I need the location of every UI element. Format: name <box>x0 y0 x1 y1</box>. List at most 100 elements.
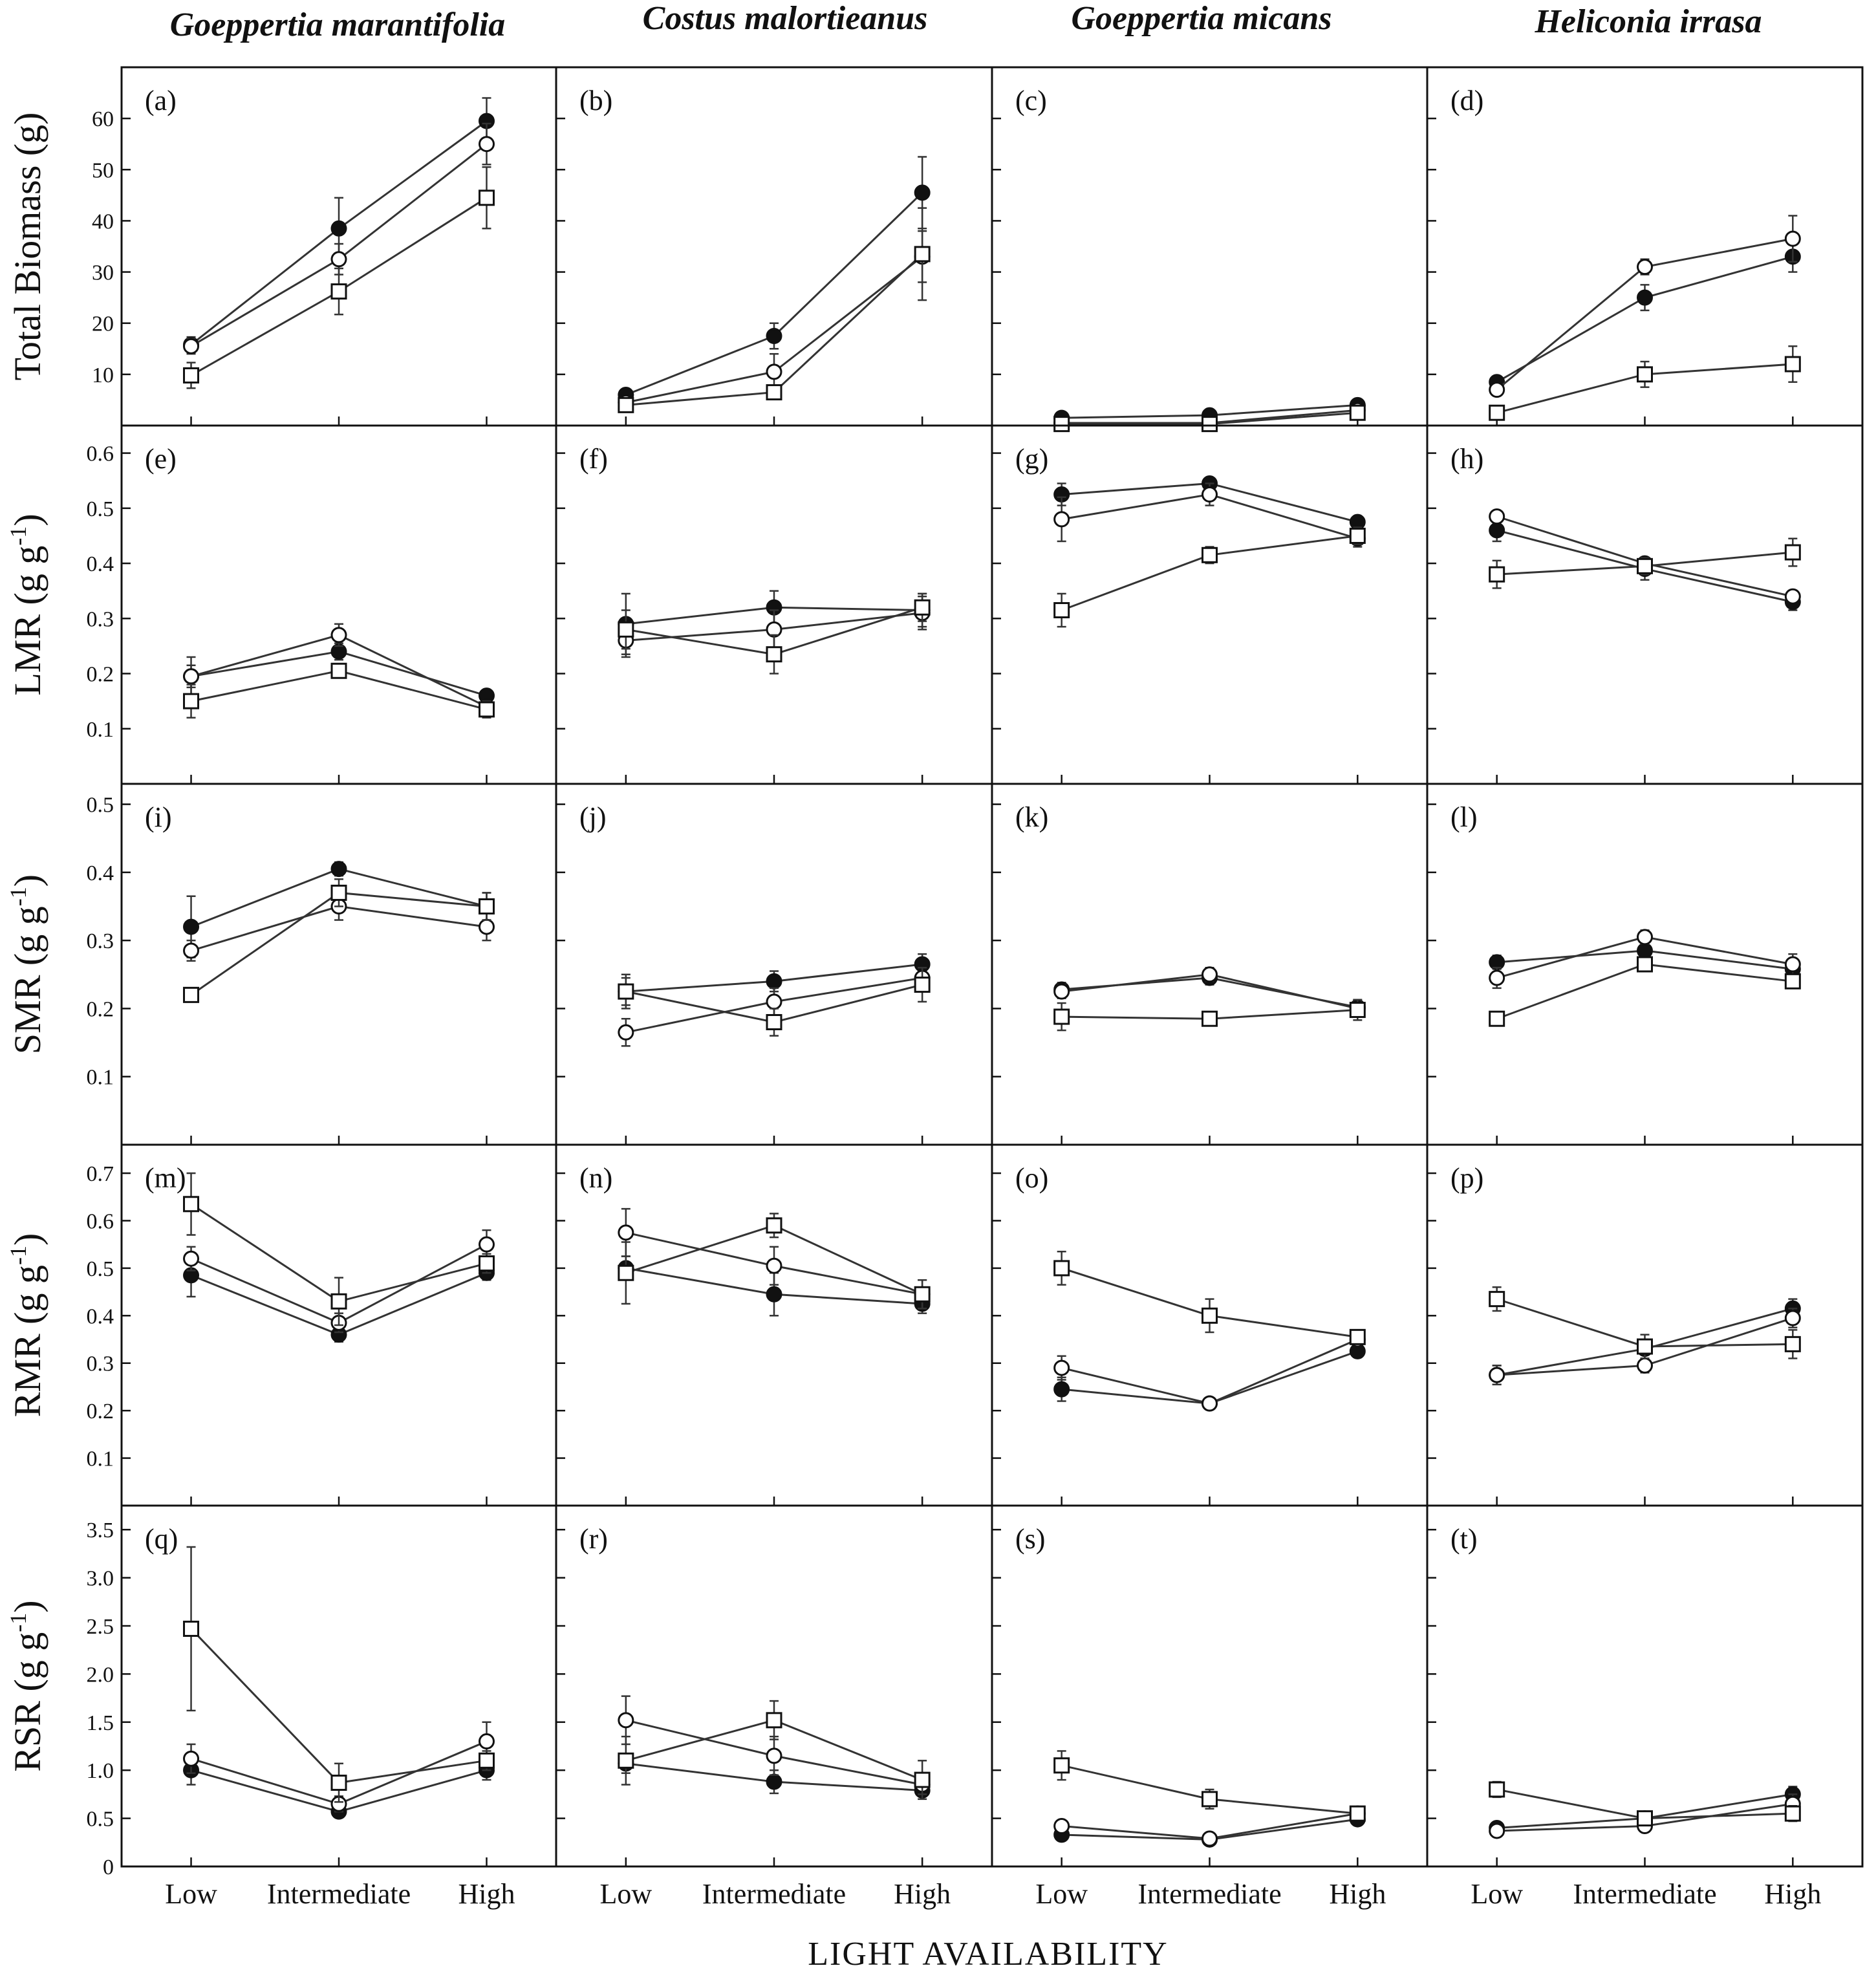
data-point <box>1489 1367 1505 1383</box>
data-point <box>766 1773 782 1790</box>
y-tick-label: 20 <box>92 312 114 336</box>
y-tick-label: 50 <box>92 158 114 182</box>
x-tick-label: Intermediate <box>267 1878 411 1910</box>
y-tick-label: 0.2 <box>87 663 114 687</box>
y-tick-label: 0.5 <box>87 794 114 817</box>
data-point <box>1202 486 1218 503</box>
panel: (l) <box>1426 783 1864 1146</box>
y-tick-label: 30 <box>92 261 114 285</box>
x-tick-label: Intermediate <box>1573 1878 1716 1910</box>
x-tick-label: Low <box>1471 1878 1523 1910</box>
data-point <box>1489 508 1505 525</box>
y-tick-label: 0.1 <box>87 718 114 742</box>
data-point <box>1637 1357 1653 1374</box>
data-point <box>1489 1822 1505 1839</box>
data-point <box>766 1747 782 1764</box>
panel-label: (d) <box>1450 85 1483 116</box>
panel: 0.1 0.2 0.3 0.4 0.5 0.6 0.7 (m) <box>87 1143 557 1507</box>
data-point <box>478 1733 495 1750</box>
x-tick-label: High <box>458 1878 515 1910</box>
panel-frame <box>120 783 557 1146</box>
data-point <box>183 1250 200 1267</box>
y-tick-label: 3.5 <box>87 1519 114 1542</box>
data-point <box>1202 416 1218 433</box>
data-point <box>1637 929 1653 946</box>
y-tick-label: 0.3 <box>87 1352 114 1376</box>
data-point <box>1202 1307 1218 1324</box>
data-point <box>766 973 782 990</box>
y-tick-label: 0.2 <box>87 1400 114 1423</box>
data-point <box>1637 1810 1653 1827</box>
data-point <box>330 662 347 679</box>
data-point <box>1489 566 1505 583</box>
data-point <box>330 1775 347 1791</box>
panel-label: (f) <box>579 443 608 475</box>
x-axis-label: LIGHT AVAILABILITY <box>808 1936 1168 1973</box>
data-point <box>766 646 782 663</box>
panel: (g) <box>991 424 1429 785</box>
data-point <box>1202 1395 1218 1412</box>
panel: (k) <box>991 783 1429 1146</box>
panel: (d) <box>1426 66 1864 427</box>
panel-label: (n) <box>579 1162 612 1194</box>
data-point <box>914 599 931 616</box>
column-title: Goeppertia marantifolia <box>170 6 506 43</box>
y-tick-label: 2.5 <box>87 1615 114 1639</box>
data-point <box>330 220 347 237</box>
panel: (s) <box>991 1504 1429 1868</box>
data-point <box>1053 416 1070 433</box>
panel: (t) <box>1426 1504 1864 1868</box>
panel-frame <box>555 1504 993 1868</box>
data-point <box>1202 966 1218 983</box>
panel-label: (h) <box>1450 443 1483 475</box>
panel-frame <box>1426 1143 1864 1507</box>
data-point <box>914 977 931 993</box>
y-tick-label: 0.6 <box>87 442 114 466</box>
data-point <box>330 627 347 643</box>
data-point <box>1053 1757 1070 1774</box>
data-point <box>1053 983 1070 1000</box>
data-point <box>183 338 200 354</box>
data-point <box>478 898 495 915</box>
x-tick-label: Low <box>600 1878 652 1910</box>
data-point <box>1489 522 1505 539</box>
data-point <box>1784 588 1801 605</box>
panel-label: (r) <box>579 1523 608 1555</box>
column-title: Costus malortieanus <box>643 0 928 37</box>
y-tick-label: 1.5 <box>87 1711 114 1735</box>
panel-label: (k) <box>1015 801 1048 833</box>
data-point <box>1784 544 1801 561</box>
y-tick-label: 0.2 <box>87 997 114 1021</box>
panel: (o) <box>991 1143 1429 1507</box>
data-point <box>618 1264 634 1281</box>
y-axis-label: Total Biomass (g) <box>6 113 49 381</box>
data-point <box>478 1752 495 1769</box>
data-point <box>618 1712 634 1729</box>
column-titles: Goeppertia marantifolia Costus malortiea… <box>170 0 1762 43</box>
x-tick-label: Low <box>1035 1878 1088 1910</box>
panel: (r) <box>555 1504 993 1868</box>
data-point <box>478 701 495 718</box>
data-point <box>766 1712 782 1729</box>
data-point <box>618 621 634 638</box>
data-point <box>1202 1830 1218 1847</box>
y-tick-label: 10 <box>92 363 114 387</box>
panel-label: (g) <box>1015 443 1048 475</box>
y-tick-label: 0.4 <box>87 1304 114 1328</box>
data-point <box>1637 942 1653 959</box>
data-point <box>618 1752 634 1769</box>
x-tick-label: High <box>1764 1878 1821 1910</box>
column-title: Heliconia irrasa <box>1534 3 1762 40</box>
panel-frame <box>991 783 1429 1146</box>
data-point <box>766 1257 782 1274</box>
data-point <box>1784 956 1801 973</box>
y-tick-label: 0 <box>103 1855 114 1879</box>
x-tick-label: Intermediate <box>1137 1878 1281 1910</box>
data-point <box>1202 1791 1218 1808</box>
data-point <box>766 363 782 380</box>
data-point <box>330 884 347 901</box>
data-point <box>183 1196 200 1213</box>
data-point <box>1784 356 1801 373</box>
data-point <box>1784 230 1801 247</box>
panel-label: (e) <box>145 443 177 475</box>
